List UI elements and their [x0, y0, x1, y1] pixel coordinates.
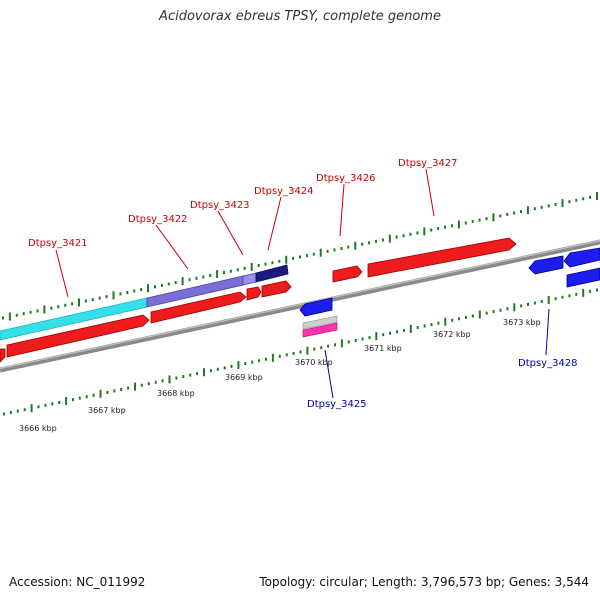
gene-feature-small-a: [246, 286, 262, 301]
gene-feature-3428b: [563, 247, 600, 268]
gene-feature-3425: [299, 297, 333, 317]
reverse-features: [299, 247, 600, 338]
accession-text: Accession: NC_011992: [9, 575, 146, 589]
gene-feature-3421: [0, 348, 6, 363]
gene-feature-3424b: [255, 264, 289, 283]
gene-feature-3425-rna-a: [302, 315, 338, 330]
forward-features: [0, 237, 517, 363]
gene-feature-3421b: [6, 314, 150, 358]
map-title: Acidovorax ebreus TPSY, complete genome: [159, 9, 441, 24]
gene-feature-3426: [332, 265, 363, 283]
gene-feature-3428c: [566, 267, 600, 288]
tick-label-3670: 3670 kbp: [295, 358, 333, 367]
gene-feature-3424: [242, 272, 257, 286]
tick-label-3666: 3666 kbp: [19, 424, 57, 433]
kbp-tick-labels: 3666 kbp 3667 kbp 3668 kbp 3669 kbp 3670…: [19, 318, 541, 433]
gene-feature-small-b: [261, 280, 292, 298]
tick-label-3668: 3668 kbp: [157, 389, 195, 398]
forward-leaders: [55, 168, 435, 298]
gene-feature-3428a: [528, 255, 564, 275]
gene-label-3426: Dtpsy_3426: [316, 173, 376, 184]
gene-feature-3425-rna-b: [302, 322, 338, 338]
tick-label-3673: 3673 kbp: [503, 318, 541, 327]
gene-label-3428: Dtpsy_3428: [518, 358, 578, 369]
gene-label-3427: Dtpsy_3427: [398, 158, 458, 169]
gene-label-3422: Dtpsy_3422: [128, 214, 188, 225]
upper-tick-row: [2, 192, 598, 321]
gene-label-3425: Dtpsy_3425: [307, 399, 367, 410]
genome-summary-text: Topology: circular; Length: 3,796,573 bp…: [259, 575, 589, 589]
tick-label-3672: 3672 kbp: [433, 330, 471, 339]
gene-label-3421: Dtpsy_3421: [28, 238, 88, 249]
gene-label-3423: Dtpsy_3423: [190, 200, 250, 211]
tick-label-3671: 3671 kbp: [364, 344, 402, 353]
reverse-leaders: [324, 308, 550, 399]
lower-tick-row: [3, 288, 598, 416]
gene-labels: Dtpsy_3421 Dtpsy_3422 Dtpsy_3423 Dtpsy_3…: [28, 158, 578, 410]
genome-backbone: [0, 239, 600, 373]
tick-label-3669: 3669 kbp: [225, 373, 263, 382]
gene-label-3424: Dtpsy_3424: [254, 186, 314, 197]
gene-feature-3422: [150, 291, 247, 324]
tick-label-3667: 3667 kbp: [88, 406, 126, 415]
gene-feature-3427: [367, 237, 517, 278]
